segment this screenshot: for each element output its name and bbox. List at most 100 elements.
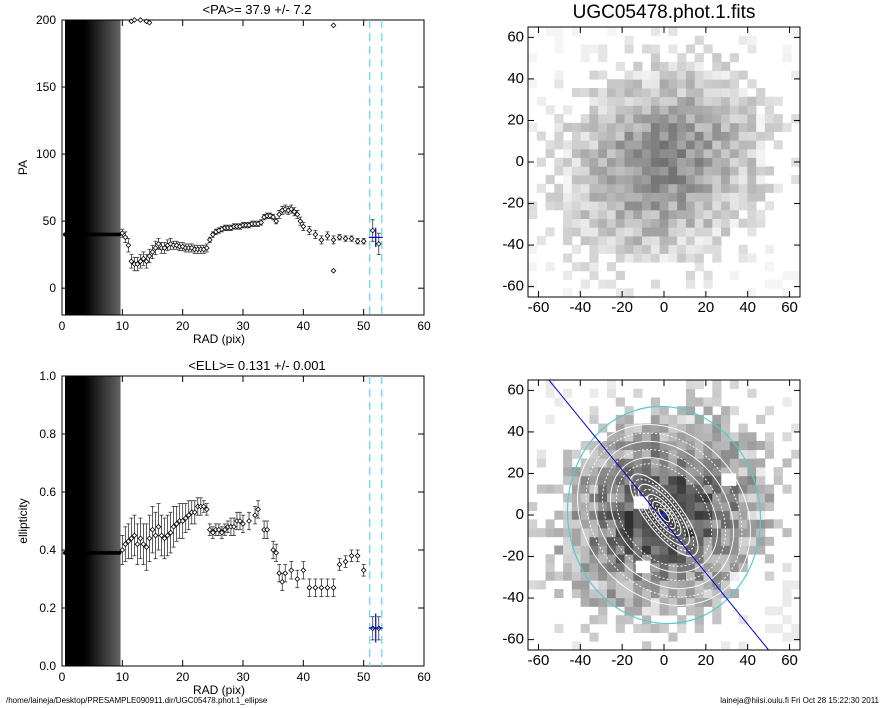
image-pixel bbox=[694, 70, 704, 80]
image-pixel bbox=[571, 244, 582, 254]
x-tick-label: 30 bbox=[236, 319, 250, 333]
inner-region-band bbox=[92, 376, 96, 666]
image-pixel bbox=[738, 122, 748, 132]
image-pixel bbox=[624, 432, 634, 442]
image-pixel bbox=[747, 166, 757, 176]
y-tick-label: 40 bbox=[507, 423, 524, 440]
isophote-ellipse bbox=[609, 457, 719, 573]
image-pixel bbox=[563, 388, 573, 398]
image-pixel bbox=[589, 183, 599, 193]
image-pixel bbox=[580, 218, 590, 228]
image-pixel bbox=[545, 484, 555, 494]
image-pixel bbox=[659, 571, 669, 581]
isophote-ellipse bbox=[652, 500, 676, 530]
image-pixel bbox=[738, 423, 748, 433]
image-pixel bbox=[721, 414, 731, 424]
image-pixel bbox=[721, 589, 731, 599]
inner-region-band bbox=[102, 20, 105, 315]
data-point bbox=[237, 518, 243, 524]
image-pixel bbox=[712, 61, 722, 71]
image-pixel bbox=[571, 528, 582, 538]
image-pixel bbox=[615, 244, 625, 254]
image-pixel bbox=[685, 380, 696, 390]
image-pixel bbox=[685, 87, 696, 98]
image-pixel bbox=[791, 423, 801, 433]
image-pixel bbox=[685, 79, 696, 89]
image-pixel bbox=[729, 96, 739, 106]
x-tick-label: 60 bbox=[781, 652, 798, 669]
image-pixel bbox=[615, 414, 625, 424]
image-pixel bbox=[703, 501, 713, 512]
data-point bbox=[84, 232, 89, 237]
image-pixel bbox=[694, 192, 704, 202]
image-pixel bbox=[677, 440, 687, 451]
image-pixel bbox=[659, 157, 669, 167]
image-pixel bbox=[756, 166, 766, 176]
inner-region-band bbox=[78, 20, 82, 315]
image-pixel bbox=[633, 201, 643, 211]
image-pixel bbox=[712, 236, 722, 246]
image-pixel bbox=[580, 571, 590, 581]
image-pixel bbox=[624, 175, 634, 185]
inner-region-band bbox=[106, 376, 109, 666]
image-pixel bbox=[756, 175, 766, 185]
image-pixel bbox=[554, 397, 564, 407]
image-pixel bbox=[633, 96, 643, 106]
image-pixel bbox=[571, 545, 582, 555]
image-pixel bbox=[747, 536, 757, 546]
image-pixel bbox=[589, 270, 599, 280]
data-point bbox=[131, 17, 138, 23]
image-pixel bbox=[782, 270, 792, 280]
image-pixel bbox=[729, 201, 739, 211]
image-pixel bbox=[580, 493, 590, 503]
image-pixel bbox=[659, 545, 669, 555]
image-pixel bbox=[773, 467, 783, 477]
image-pixel bbox=[747, 148, 757, 159]
image-pixel bbox=[589, 615, 599, 625]
image-pixel bbox=[650, 606, 661, 616]
image-pixel bbox=[589, 253, 599, 263]
image-pixel bbox=[694, 536, 704, 546]
image-pixel bbox=[606, 536, 617, 546]
x-axis-label: RAD (pix) bbox=[193, 683, 245, 697]
image-pixel bbox=[764, 279, 775, 289]
image-pixel bbox=[528, 122, 538, 132]
image-pixel bbox=[633, 157, 643, 167]
image-pixel bbox=[747, 449, 757, 459]
x-tick-label: 10 bbox=[116, 670, 130, 684]
image-pixel bbox=[668, 131, 678, 141]
image-pixel bbox=[563, 122, 573, 132]
image-pixel bbox=[747, 458, 757, 468]
image-pixel bbox=[668, 218, 678, 228]
image-pixel bbox=[747, 253, 757, 263]
data-point bbox=[294, 211, 301, 218]
image-pixel bbox=[580, 440, 590, 451]
image-pixel bbox=[633, 175, 643, 185]
isophote-ellipse bbox=[646, 493, 682, 537]
image-pixel bbox=[685, 122, 696, 132]
image-pixel bbox=[536, 236, 546, 246]
image-pixel bbox=[764, 105, 775, 115]
image-pixel bbox=[633, 388, 643, 398]
image-pixel bbox=[615, 105, 625, 115]
image-pixel bbox=[712, 458, 722, 468]
image-pixel bbox=[729, 467, 739, 477]
image-pixel bbox=[659, 122, 669, 132]
image-pixel bbox=[563, 536, 573, 546]
image-pixel bbox=[791, 270, 801, 280]
data-point bbox=[90, 232, 95, 237]
image-pixel bbox=[773, 279, 783, 289]
image-pixel bbox=[571, 510, 582, 520]
image-pixel bbox=[642, 114, 652, 124]
image-pixel bbox=[580, 192, 590, 202]
inner-region-band bbox=[86, 20, 90, 315]
image-pixel bbox=[747, 183, 757, 193]
image-pixel bbox=[554, 35, 564, 45]
image-pixel bbox=[677, 70, 687, 80]
image-pixel bbox=[694, 157, 704, 167]
image-pixel bbox=[624, 183, 634, 193]
image-pixel bbox=[721, 79, 731, 89]
image-pixel bbox=[756, 414, 766, 424]
image-pixel bbox=[615, 61, 625, 71]
image-pixel bbox=[694, 262, 704, 272]
